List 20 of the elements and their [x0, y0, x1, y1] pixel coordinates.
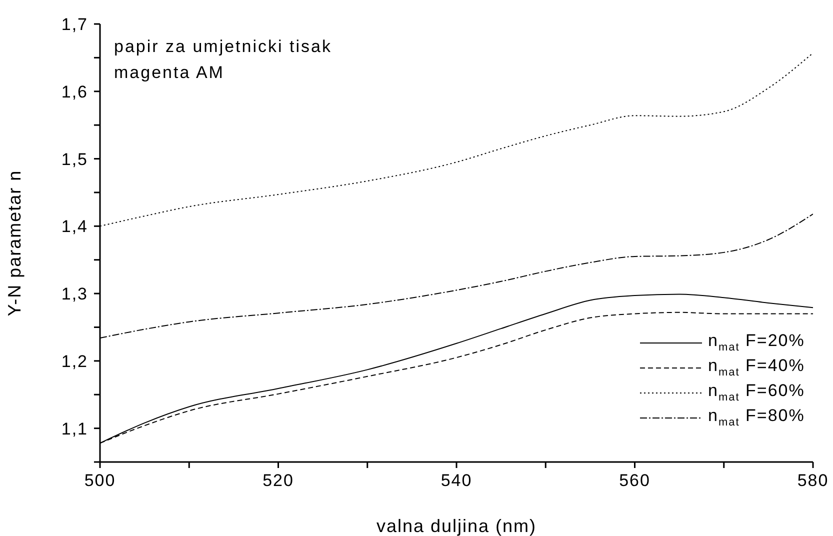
- legend-label: n$_{mat}$ F=40%: [708, 356, 805, 379]
- x-tick-label: 580: [797, 471, 829, 490]
- annotation: magenta AM: [114, 62, 226, 84]
- y-tick-label: 1,7: [61, 15, 88, 34]
- x-axis-title: valna duljina (nm): [376, 516, 537, 536]
- x-tick-label: 560: [619, 471, 650, 490]
- y-tick-label: 1,6: [61, 82, 88, 102]
- x-tick-label: 520: [262, 471, 294, 490]
- x-tick-label: 500: [84, 471, 116, 490]
- y-tick-label: 1,1: [61, 419, 88, 438]
- legend-label: n$_{mat}$ F=60%: [708, 381, 805, 404]
- y-tick-label: 1,5: [61, 150, 88, 169]
- y-tick-label: 1,4: [61, 217, 88, 236]
- y-axis-title: Y-N parametar n: [4, 170, 24, 316]
- x-tick-label: 540: [440, 471, 472, 490]
- legend-label: n$_{mat}$ F=20%: [708, 331, 805, 354]
- annotation: papir za umjetnicki tisak: [114, 36, 332, 58]
- y-tick-label: 1,3: [61, 284, 88, 304]
- y-tick-label: 1,2: [61, 352, 88, 371]
- legend-label: n$_{mat}$ F=80%: [708, 406, 805, 429]
